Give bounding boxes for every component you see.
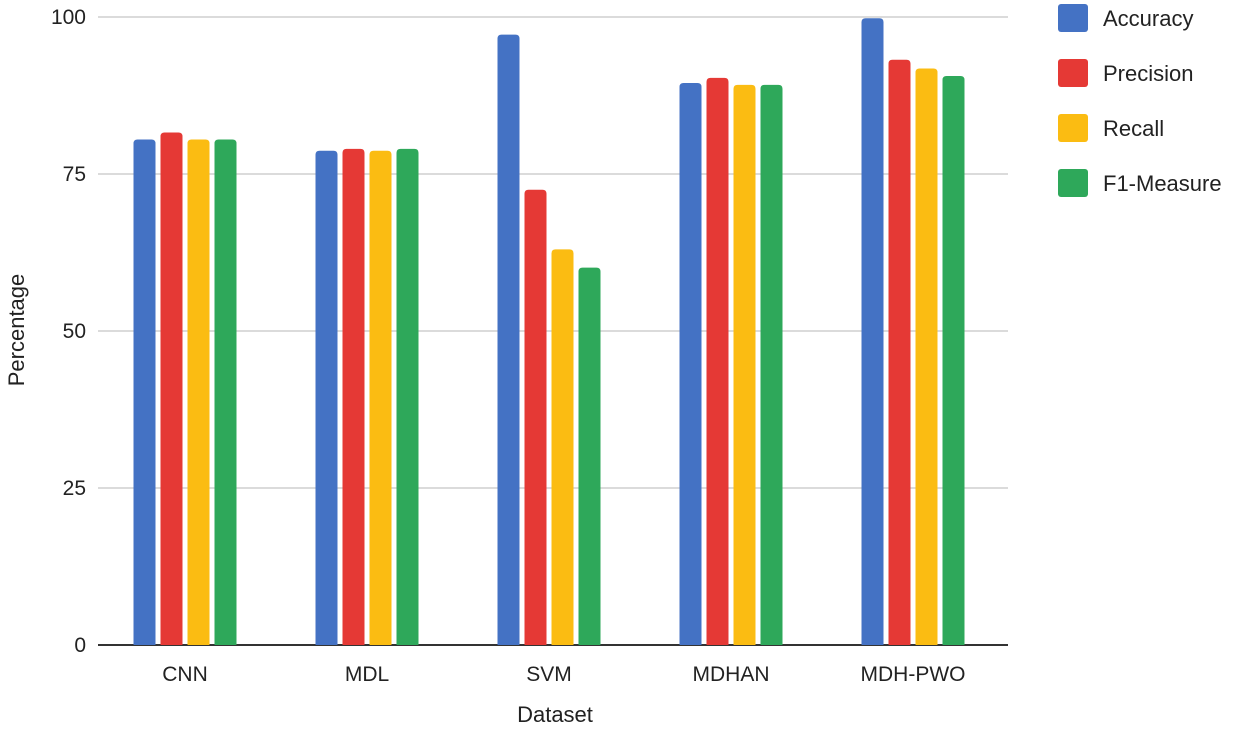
x-tick-label: MDL: [345, 663, 389, 686]
bars: [133, 18, 965, 646]
x-tick-labels: CNN MDL SVM MDHAN MDH-PWO: [162, 663, 965, 686]
y-tick-label: 100: [51, 6, 86, 29]
x-axis-title: Dataset: [517, 702, 593, 727]
legend-label: Precision: [1103, 61, 1193, 86]
bar-recall-mdl: [369, 150, 392, 645]
x-tick-label: CNN: [162, 663, 208, 686]
bar-recall-mdh-pwo: [915, 68, 938, 646]
bar-f1-measure-mdl: [396, 148, 419, 645]
bar-accuracy-mdhan: [679, 82, 702, 645]
legend-label: F1-Measure: [1103, 171, 1222, 196]
x-tick-label: MDH-PWO: [861, 663, 966, 686]
legend-swatch: [1058, 59, 1088, 87]
x-tick-label: MDHAN: [693, 663, 770, 686]
bar-recall-mdhan: [733, 84, 756, 646]
y-tick-label: 75: [63, 163, 86, 186]
legend-swatch: [1058, 4, 1088, 32]
bar-precision-mdh-pwo: [888, 59, 911, 646]
y-tick-label: 25: [63, 477, 86, 500]
bar-accuracy-cnn: [133, 139, 156, 645]
bar-accuracy-mdh-pwo: [861, 18, 884, 646]
bar-f1-measure-mdhan: [760, 84, 783, 646]
bar-f1-measure-svm: [578, 267, 601, 645]
bar-recall-svm: [551, 249, 574, 646]
bar-accuracy-mdl: [315, 150, 338, 645]
bar-f1-measure-cnn: [214, 139, 237, 645]
bar-precision-svm: [524, 189, 547, 645]
y-tick-labels: 0 25 50 75 100: [51, 6, 86, 657]
legend-swatch: [1058, 114, 1088, 142]
bar-precision-cnn: [160, 132, 183, 645]
legend-label: Accuracy: [1103, 6, 1193, 31]
bar-precision-mdl: [342, 148, 365, 645]
bar-accuracy-svm: [497, 34, 520, 646]
bar-recall-cnn: [187, 139, 210, 645]
y-tick-label: 50: [63, 320, 86, 343]
legend-label: Recall: [1103, 116, 1164, 141]
bar-precision-mdhan: [706, 77, 729, 645]
y-axis-title: Percentage: [4, 274, 29, 387]
legend: Accuracy Precision Recall F1-Measure: [1058, 4, 1222, 197]
bar-f1-measure-mdh-pwo: [942, 76, 965, 646]
x-tick-label: SVM: [526, 663, 572, 686]
legend-swatch: [1058, 169, 1088, 197]
y-tick-label: 0: [74, 634, 86, 657]
